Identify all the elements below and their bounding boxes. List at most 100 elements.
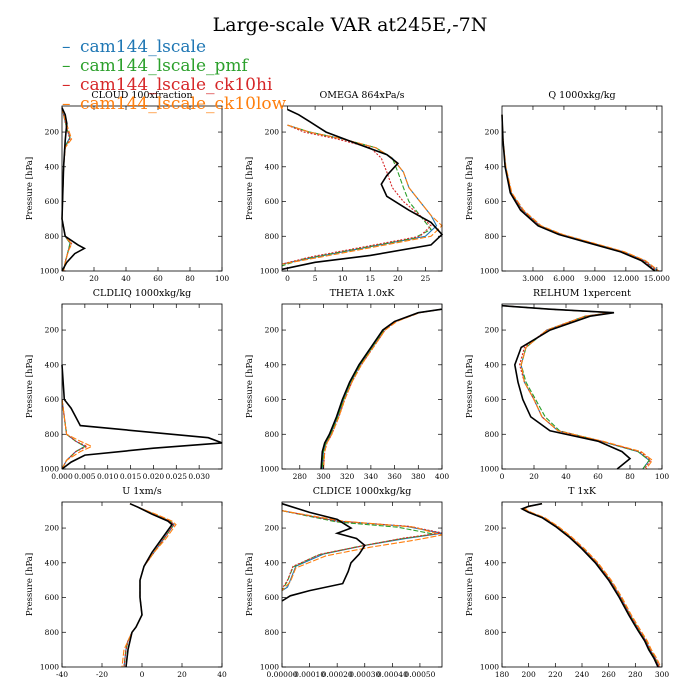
series-line-obs bbox=[320, 308, 443, 470]
legend-line-icon: – bbox=[62, 75, 71, 95]
y-tick-label: 1000 bbox=[40, 663, 59, 672]
x-tick-label: 100 bbox=[655, 472, 670, 481]
y-tick-label: 800 bbox=[265, 628, 280, 637]
panel-4: CLDLIQ 1000xkg/kg Pressure [hPa] 200 400 600… bbox=[25, 288, 223, 481]
panel-title: THETA 1.0xK bbox=[330, 288, 396, 299]
panel-title: CLDLIQ 1000xkg/kg bbox=[93, 288, 191, 299]
panel-3: Q 1000xkg/kg Pressure [hPa] 200 400 600 800 10… bbox=[465, 90, 670, 283]
plot-frame bbox=[501, 501, 663, 668]
legend-label: cam144_lscale_ck10hi bbox=[80, 75, 273, 95]
x-tick-label: 0.00050 bbox=[404, 670, 435, 679]
y-axis-label: Pressure [hPa] bbox=[25, 355, 35, 418]
panel-title: CLOUD 100xfraction bbox=[91, 90, 192, 101]
x-tick-label: 40 bbox=[561, 472, 571, 481]
series-line-cam144-lscale-pmf bbox=[281, 510, 434, 591]
x-tick-label: 9.000 bbox=[584, 274, 606, 283]
series-line-cam144-lscale-ck10low bbox=[501, 114, 660, 272]
plot-frame bbox=[61, 105, 223, 272]
x-tick-label: 300 bbox=[316, 472, 331, 481]
y-tick-label: 200 bbox=[485, 524, 500, 533]
x-tick-label: 0 bbox=[60, 274, 65, 283]
y-axis-label: Pressure [hPa] bbox=[245, 355, 255, 418]
x-tick-label: 360 bbox=[387, 472, 402, 481]
x-tick-label: 20 bbox=[89, 274, 99, 283]
series-line-cam144-lscale-ck10hi bbox=[501, 305, 652, 470]
y-tick-label: 400 bbox=[265, 558, 280, 567]
x-tick-label: 15.000 bbox=[644, 274, 670, 283]
legend-label: cam144_lscale bbox=[80, 37, 207, 57]
plot-frame bbox=[281, 303, 443, 470]
legend-entry-cam144-lscale-pmf: – cam144_lscale_pmf bbox=[62, 57, 286, 76]
x-tick-label: 0.005 bbox=[74, 472, 96, 481]
legend-line-icon: – bbox=[62, 94, 71, 114]
series-line-cam144-lscale-ck10hi bbox=[522, 503, 660, 668]
x-tick-label: 0 bbox=[140, 670, 145, 679]
x-tick-label: 6.000 bbox=[553, 274, 575, 283]
y-tick-label: 1000 bbox=[260, 267, 279, 276]
series-line-cam144-lscale bbox=[501, 114, 659, 272]
x-tick-label: 260 bbox=[602, 670, 617, 679]
series-line-cam144-lscale-ck10hi bbox=[123, 503, 175, 668]
y-tick-label: 800 bbox=[485, 430, 500, 439]
x-tick-label: 20 bbox=[177, 670, 187, 679]
x-tick-label: 20 bbox=[529, 472, 539, 481]
y-axis-label: Pressure [hPa] bbox=[25, 553, 35, 616]
x-tick-label: 20 bbox=[393, 274, 403, 283]
y-tick-label: 600 bbox=[485, 197, 500, 206]
x-tick-label: 0.00030 bbox=[349, 670, 380, 679]
legend-entry-cam144-lscale-ck10hi: – cam144_lscale_ck10hi bbox=[62, 76, 286, 95]
y-axis-label: Pressure [hPa] bbox=[465, 553, 475, 616]
y-tick-label: 600 bbox=[265, 395, 280, 404]
y-tick-label: 600 bbox=[485, 593, 500, 602]
y-tick-label: 800 bbox=[485, 628, 500, 637]
y-tick-label: 400 bbox=[485, 162, 500, 171]
x-tick-label: 60 bbox=[153, 274, 163, 283]
legend: – cam144_lscale – cam144_lscale_pmf – cam14… bbox=[62, 38, 286, 114]
series-line-cam144-lscale-ck10hi bbox=[501, 114, 658, 272]
x-tick-label: 0.00040 bbox=[377, 670, 408, 679]
y-tick-label: 400 bbox=[485, 558, 500, 567]
series-line-cam144-lscale-ck10low bbox=[322, 308, 443, 470]
series-line-obs bbox=[61, 364, 223, 470]
series-line-cam144-lscale-ck10hi bbox=[281, 124, 432, 265]
x-tick-label: 40 bbox=[217, 670, 227, 679]
x-tick-label: 280 bbox=[628, 670, 643, 679]
panel-5: THETA 1.0xK Pressure [hPa] 200 400 600 800 100… bbox=[245, 288, 449, 481]
x-tick-label: 0 bbox=[285, 274, 290, 283]
plot-frame bbox=[501, 105, 663, 272]
x-tick-label: 400 bbox=[435, 472, 450, 481]
x-tick-label: 200 bbox=[522, 670, 537, 679]
y-tick-label: 200 bbox=[485, 326, 500, 335]
plot-frame bbox=[501, 303, 663, 470]
x-tick-label: 60 bbox=[593, 472, 603, 481]
y-tick-label: 200 bbox=[265, 524, 280, 533]
y-tick-label: 400 bbox=[265, 162, 280, 171]
y-axis-label: Pressure [hPa] bbox=[245, 553, 255, 616]
y-tick-label: 200 bbox=[45, 326, 60, 335]
y-tick-label: 600 bbox=[265, 197, 280, 206]
x-tick-label: 5 bbox=[313, 274, 318, 283]
y-tick-label: 200 bbox=[45, 524, 60, 533]
plot-frame bbox=[281, 501, 443, 668]
y-tick-label: 800 bbox=[45, 430, 60, 439]
series-line-obs bbox=[125, 502, 174, 668]
x-tick-label: 3.000 bbox=[522, 274, 544, 283]
y-axis-label: Pressure [hPa] bbox=[245, 157, 255, 220]
x-tick-label: 0.00000 bbox=[266, 670, 297, 679]
legend-line-icon: – bbox=[62, 56, 71, 76]
x-tick-label: 10 bbox=[338, 274, 348, 283]
y-tick-label: 400 bbox=[45, 360, 60, 369]
y-tick-label: 600 bbox=[485, 395, 500, 404]
x-tick-label: 280 bbox=[293, 472, 308, 481]
x-tick-label: -20 bbox=[96, 670, 108, 679]
x-tick-label: 240 bbox=[575, 670, 590, 679]
series-line-cam144-lscale bbox=[281, 124, 438, 265]
y-tick-label: 400 bbox=[265, 360, 280, 369]
y-tick-label: 1000 bbox=[480, 465, 499, 474]
x-tick-label: -40 bbox=[56, 670, 68, 679]
series-line-obs bbox=[61, 107, 87, 272]
